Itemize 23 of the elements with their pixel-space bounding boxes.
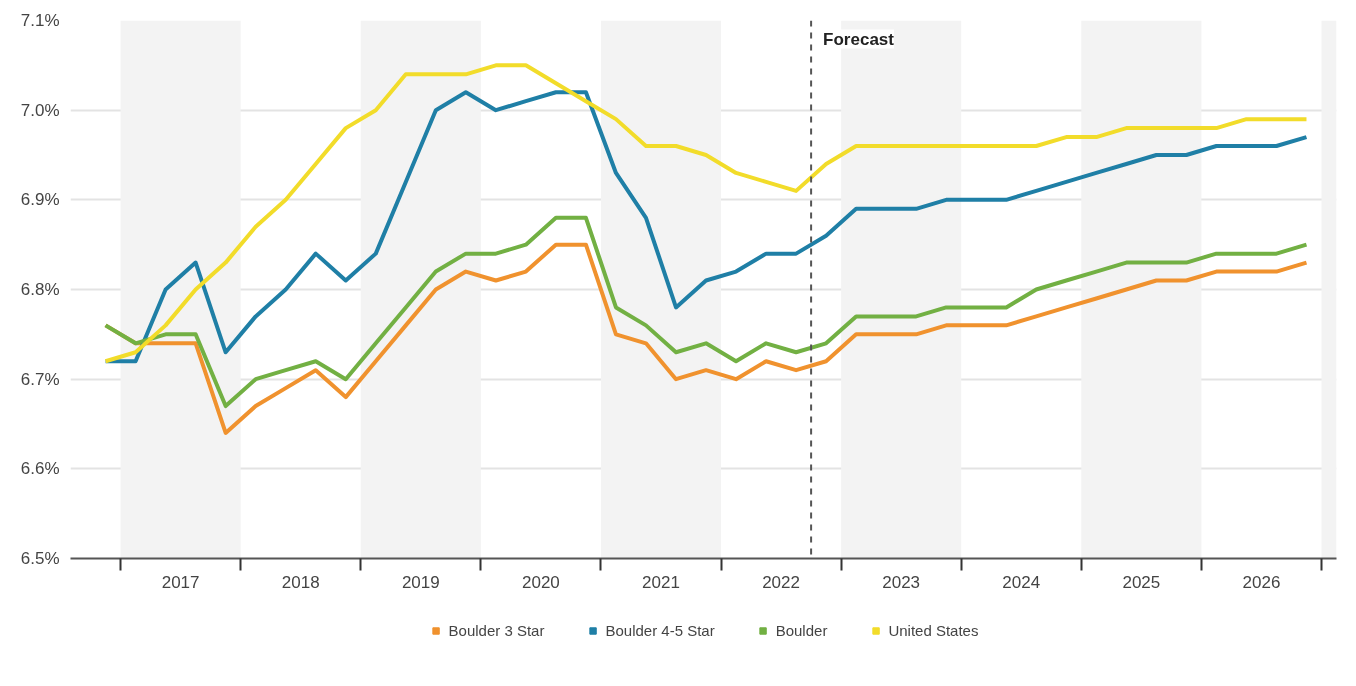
legend-label: Boulder 4-5 Star xyxy=(605,621,715,639)
x-tick-label: 2020 xyxy=(521,572,560,592)
y-tick-label: 6.7% xyxy=(20,369,60,389)
ref-line-label: Forecast xyxy=(823,29,895,49)
x-tick-label: 2023 xyxy=(882,572,921,592)
y-tick-label: 7.1% xyxy=(20,11,60,30)
y-tick-label: 6.9% xyxy=(20,190,60,210)
y-tick-label: 6.8% xyxy=(20,280,60,299)
x-tick-label: 2021 xyxy=(642,572,680,592)
x-tick-label: 2017 xyxy=(161,572,200,592)
y-tick-label: 6.6% xyxy=(20,459,60,479)
legend-label: Boulder xyxy=(775,621,828,639)
y-tick-label: 6.5% xyxy=(20,549,60,568)
x-tick-label: 2024 xyxy=(1002,572,1041,592)
legend-label: United States xyxy=(888,621,979,639)
y-tick-label: 7.0% xyxy=(20,100,60,120)
x-tick-label: 2025 xyxy=(1122,572,1161,592)
x-tick-label: 2019 xyxy=(401,572,440,592)
x-tick-label: 2022 xyxy=(762,572,800,592)
x-tick-label: 2026 xyxy=(1242,572,1281,592)
legend-label: Boulder 3 Star xyxy=(448,621,545,639)
x-tick-label: 2018 xyxy=(281,572,320,592)
line-series xyxy=(103,215,1309,409)
